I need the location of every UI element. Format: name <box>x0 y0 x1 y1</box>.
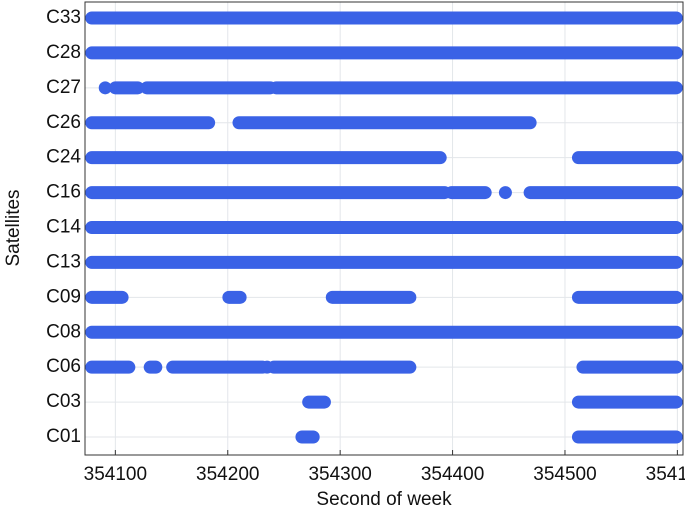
y-tick-label: C01 <box>46 426 81 447</box>
x-tick-label: 354500 <box>533 464 596 485</box>
x-axis-label: Second of week <box>316 489 452 510</box>
y-tick-label: C03 <box>46 391 81 412</box>
y-tick-label: C26 <box>46 112 81 133</box>
y-tick-label: C27 <box>46 77 81 98</box>
y-tick-label: C09 <box>46 286 81 307</box>
y-tick-label: C33 <box>46 7 81 28</box>
y-tick-label: C06 <box>46 356 81 377</box>
y-tick-label: C24 <box>46 147 81 168</box>
x-tick-label: 354100 <box>84 464 147 485</box>
y-axis-label: Satellites <box>3 189 24 266</box>
y-tick-label: C08 <box>46 321 81 342</box>
x-tick-label: 354300 <box>308 464 371 485</box>
x-tick-label: 354200 <box>196 464 259 485</box>
plot-frame <box>84 1 684 456</box>
y-tick-label: C13 <box>46 251 81 272</box>
y-tick-label: C14 <box>46 217 81 238</box>
x-tick-label: 354100 <box>646 464 685 485</box>
y-tick-label: C28 <box>46 42 81 63</box>
x-tick-label: 354400 <box>421 464 484 485</box>
y-tick-label: C16 <box>46 182 81 203</box>
